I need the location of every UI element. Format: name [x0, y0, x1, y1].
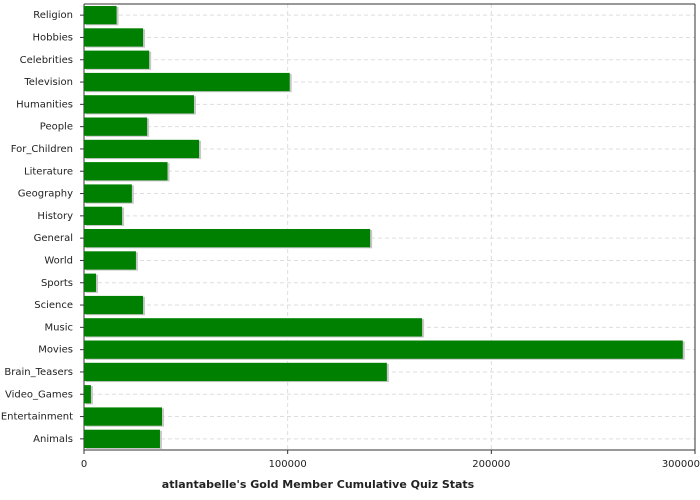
y-tick-label: Geography [18, 189, 73, 200]
bar [84, 429, 160, 448]
y-tick-label: Humanities [16, 99, 73, 110]
y-tick-label: Sports [41, 278, 73, 289]
y-tick-label: World [44, 255, 73, 266]
bar [84, 362, 387, 382]
bar [84, 251, 136, 270]
x-tick-label: 0 [81, 459, 87, 470]
bar [84, 295, 144, 315]
bar [84, 6, 117, 25]
bar [84, 50, 150, 69]
y-tick-label: Literature [24, 166, 73, 177]
y-tick-label: Movies [38, 345, 73, 356]
y-tick-label: Animals [33, 434, 73, 445]
y-tick-label: General [34, 233, 73, 244]
bar [84, 229, 371, 248]
bar [84, 340, 683, 359]
bar [84, 72, 290, 92]
y-tick-label: Music [45, 322, 73, 333]
bar [84, 184, 132, 203]
bar [84, 28, 144, 47]
y-tick-label: For_Children [11, 144, 73, 155]
bar [84, 139, 200, 159]
x-tick-label: 100000 [269, 459, 307, 470]
y-tick-label: Brain_Teasers [4, 367, 73, 378]
bar [84, 318, 423, 337]
x-tick-label: 300000 [662, 459, 700, 470]
bar [84, 162, 168, 181]
y-tick-label: Celebrities [20, 55, 73, 66]
x-tick-label: 200000 [472, 459, 510, 470]
y-tick-label: Hobbies [33, 32, 73, 43]
bar [84, 273, 97, 292]
bar [84, 407, 163, 426]
bar [84, 95, 194, 114]
y-tick-label: Entertainment [1, 412, 73, 423]
y-tick-label: Television [23, 77, 73, 88]
y-tick-label: Religion [33, 10, 73, 21]
y-tick-label: Video_Games [5, 389, 73, 400]
bar [84, 385, 91, 404]
x-axis-label: atlantabelle's Gold Member Cumulative Qu… [162, 478, 475, 491]
bar [84, 117, 148, 136]
y-tick-label: Science [34, 300, 73, 311]
bar [84, 206, 123, 225]
y-tick-label: History [37, 211, 73, 222]
y-tick-label: People [40, 122, 73, 133]
